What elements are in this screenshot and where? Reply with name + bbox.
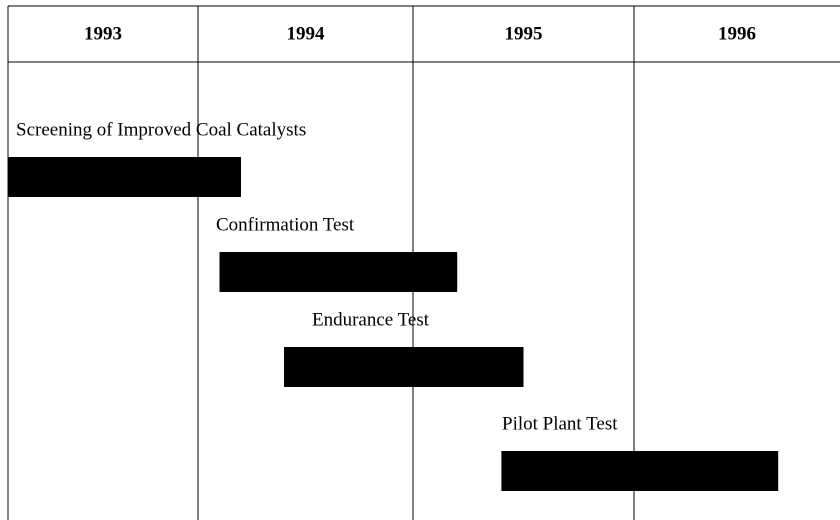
year-header: 1994 [287, 23, 326, 44]
task-bar [284, 347, 524, 387]
task-label: Endurance Test [312, 309, 430, 330]
task-bar [219, 252, 458, 292]
year-header: 1993 [84, 23, 122, 44]
task-bar [501, 451, 779, 491]
task-label: Screening of Improved Coal Catalysts [16, 119, 306, 140]
task-label: Pilot Plant Test [502, 413, 618, 434]
year-header: 1995 [505, 23, 543, 44]
task-label: Confirmation Test [216, 214, 355, 235]
year-header: 1996 [718, 23, 756, 44]
task-bar [8, 157, 241, 197]
